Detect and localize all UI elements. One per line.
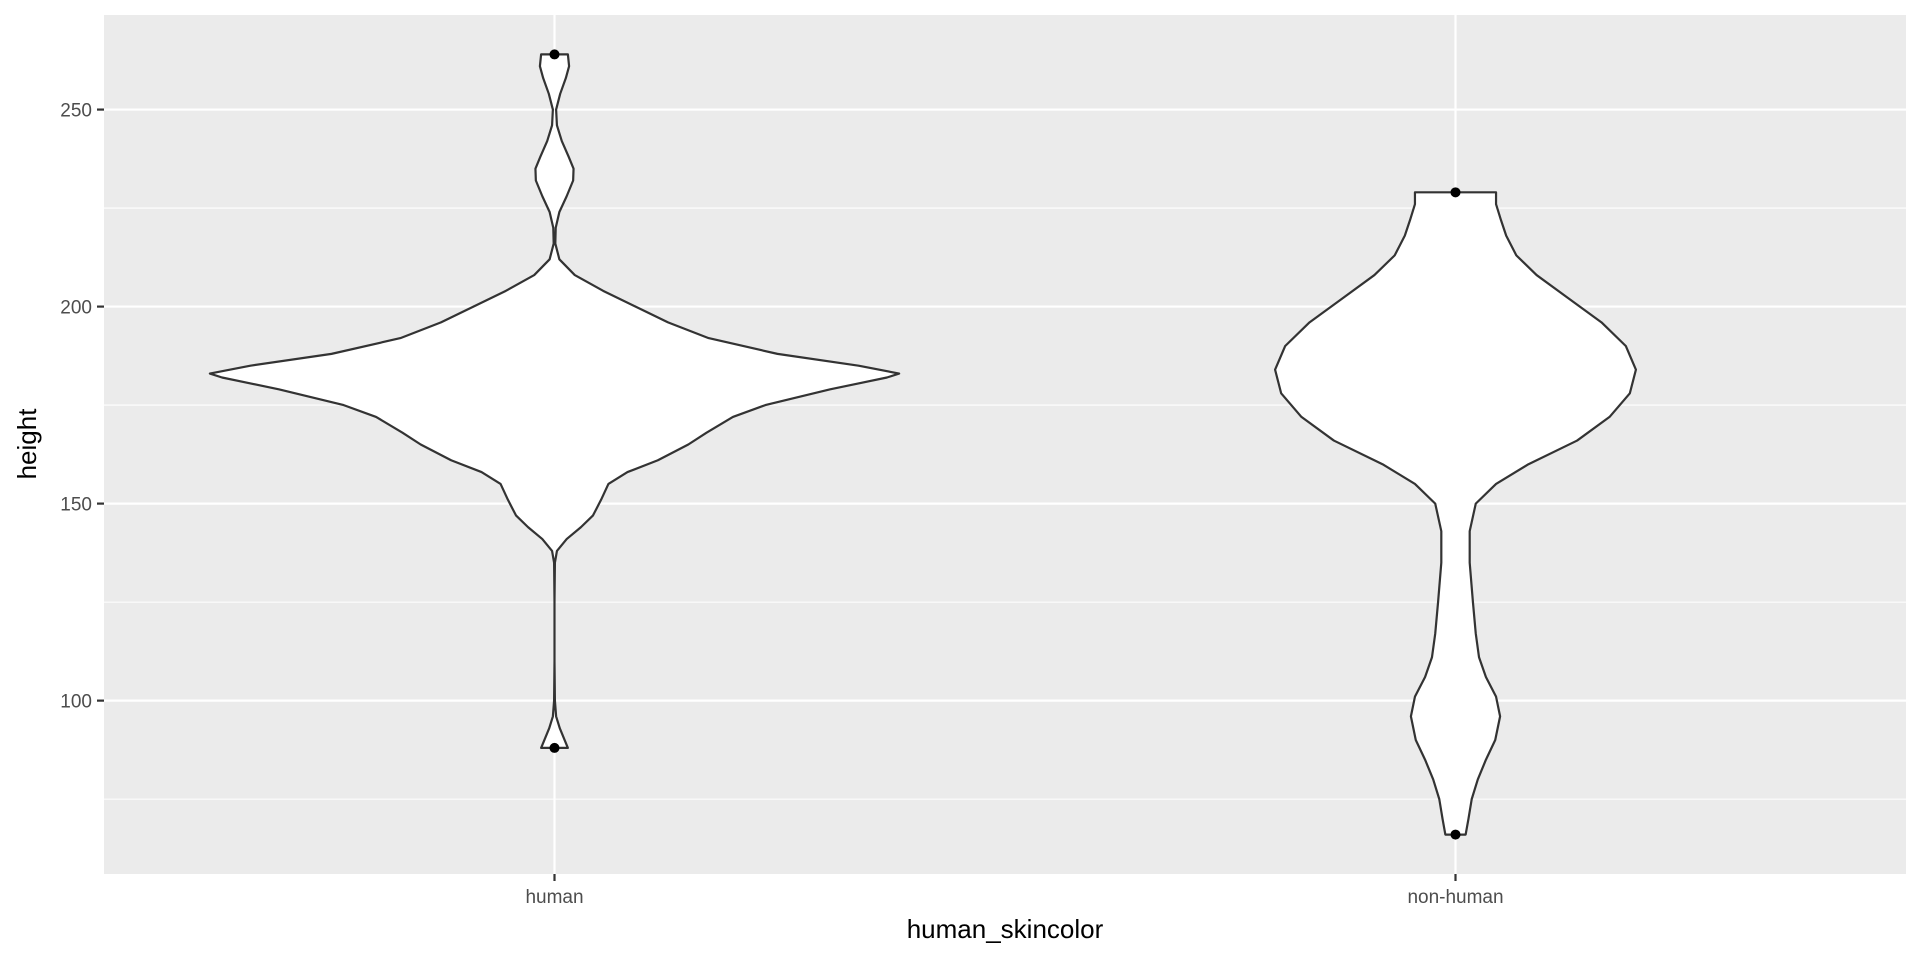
y-tick-label: 100 bbox=[60, 692, 92, 713]
outlier-point-non-human bbox=[1450, 187, 1461, 198]
outlier-points bbox=[549, 49, 1461, 840]
y-axis: 100 150 200 250 bbox=[60, 101, 104, 713]
violin-non-human bbox=[1273, 191, 1638, 836]
outlier-point-human bbox=[549, 49, 560, 60]
x-tick-label-human: human bbox=[525, 887, 583, 908]
outlier-point-non-human bbox=[1450, 829, 1461, 840]
violins bbox=[208, 53, 1638, 836]
y-axis-title: height bbox=[12, 408, 42, 480]
y-tick-label: 200 bbox=[60, 298, 92, 319]
outlier-point-human bbox=[549, 742, 560, 753]
x-tick-label-non-human: non-human bbox=[1407, 887, 1503, 908]
violin-human bbox=[208, 53, 901, 750]
panel-background bbox=[104, 15, 1906, 874]
x-axis-title: human_skincolor bbox=[907, 914, 1104, 944]
y-tick-label: 150 bbox=[60, 495, 92, 516]
x-axis: human non-human bbox=[525, 874, 1504, 908]
y-tick-label: 250 bbox=[60, 101, 92, 122]
